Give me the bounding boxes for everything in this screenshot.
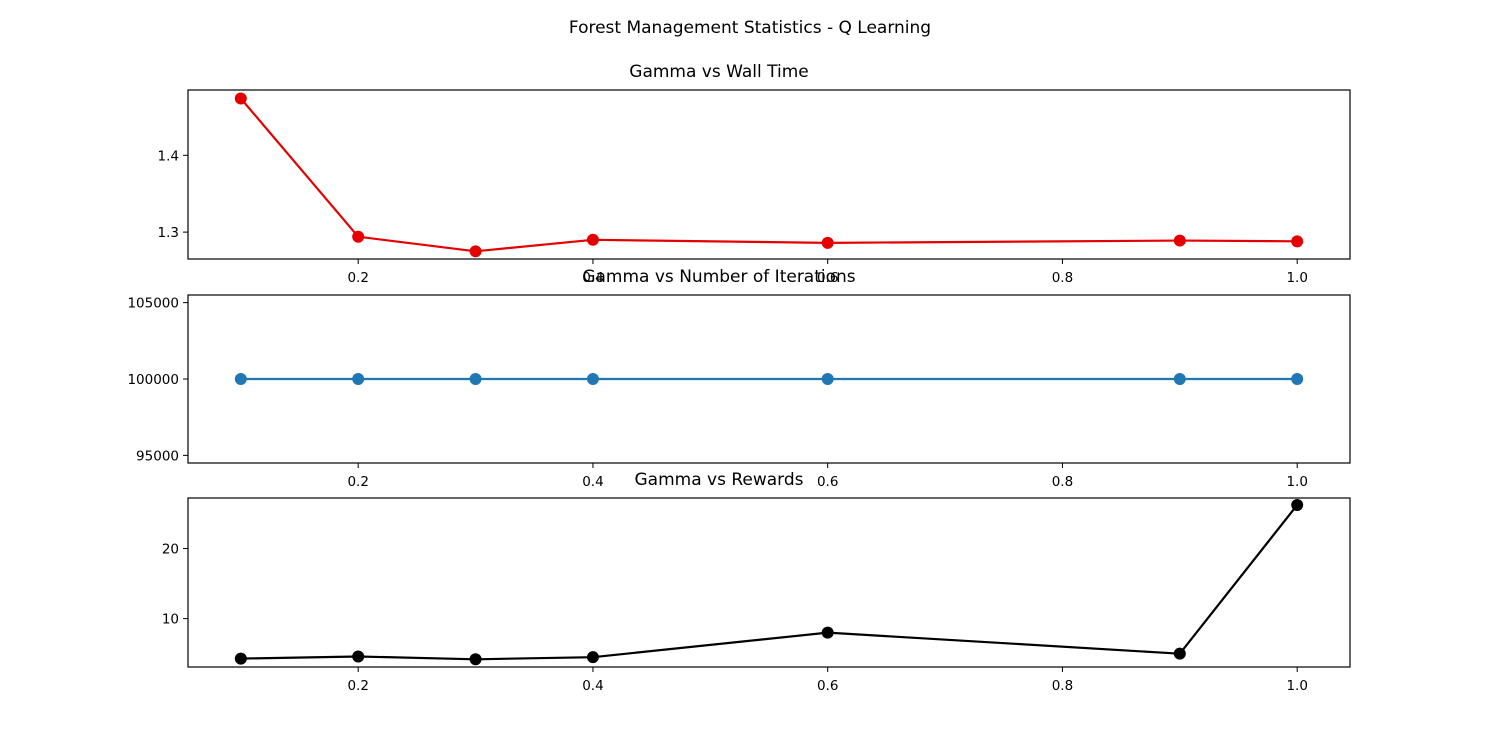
subplot-1-data-point: [352, 230, 365, 243]
subplot-2-xtick-label: 0.2: [347, 474, 368, 490]
subplot-1-xtick-label: 0.6: [817, 270, 838, 286]
figure-suptitle: Forest Management Statistics - Q Learnin…: [569, 18, 931, 38]
subplot-1-data-point: [586, 233, 599, 246]
subplot-2-ytick-label: 100000: [127, 372, 179, 388]
subplot-3-xtick-label: 0.4: [582, 678, 603, 694]
subplot-3-data-point: [821, 626, 834, 639]
subplot-2-data-point: [469, 373, 482, 385]
subplot-3-ytick-label: 10: [162, 612, 179, 628]
subplot-2-xtick-label: 0.8: [1052, 474, 1073, 490]
subplot-1-xtick-label: 0.2: [347, 270, 368, 286]
subplot-2-data-point: [352, 373, 365, 385]
subplot-1-xtick-label: 0.8: [1052, 270, 1073, 286]
subplot-2-data-point: [234, 373, 247, 385]
subplot-1-data-point: [1173, 234, 1186, 247]
subplot-3-xtick-label: 1.0: [1286, 678, 1307, 694]
subplot-1-frame: [187, 89, 1351, 260]
subplot-3-ytick-label: 20: [162, 541, 179, 557]
subplot-1-title: Gamma vs Wall Time: [629, 62, 808, 82]
subplot-3-data-point: [1291, 499, 1304, 512]
subplot-2-xtick-label: 1.0: [1286, 474, 1307, 490]
subplot-3-frame: [187, 497, 1351, 668]
subplot-1-xtick-label: 0.4: [582, 270, 603, 286]
subplot-1-ytick-label: 1.3: [158, 225, 179, 241]
subplot-3-data-point: [586, 651, 599, 664]
subplot-1-data-point: [1291, 235, 1304, 248]
subplot-2: 0.2 0.4 0.6 0.8 1.0 95000 100000 105000 Gamma vs…: [127, 267, 1351, 490]
subplot-1-ytick-label: 1.4: [158, 148, 179, 164]
subplot-2-data-point: [1291, 373, 1304, 385]
subplot-2-data-point: [821, 373, 834, 385]
subplot-3-data-point: [1173, 647, 1186, 660]
subplot-2-xtick-label: 0.6: [817, 474, 838, 490]
subplot-1-data-point: [469, 245, 482, 258]
subplot-1-xtick-label: 1.0: [1286, 270, 1307, 286]
subplot-3-data-point: [352, 650, 365, 663]
subplot-3-xtick-label: 0.6: [817, 678, 838, 694]
subplot-3-xtick-label: 0.2: [347, 678, 368, 694]
subplot-2-ytick-label: 105000: [127, 296, 179, 312]
subplot-3-title: Gamma vs Rewards: [634, 470, 803, 490]
subplot-2-xtick-label: 0.4: [582, 474, 603, 490]
subplot-2-data-point: [1173, 373, 1186, 385]
subplot-1-data-point: [821, 236, 834, 249]
subplot-3: 0.2 0.4 0.6 0.8 1.0 10 20 Gamma vs Rewards: [162, 470, 1351, 694]
subplot-3-xtick-label: 0.8: [1052, 678, 1073, 694]
subplot-2-title: Gamma vs Number of Iterations: [582, 267, 855, 287]
subplot-1: 0.2 0.4 0.6 0.8 1.0 1.3 1.4 Gamma vs Wall Time: [158, 62, 1351, 286]
subplot-3-data-point: [234, 652, 247, 665]
subplot-3-data-point: [469, 653, 482, 666]
subplot-2-ytick-label: 95000: [136, 448, 179, 464]
subplot-1-data-point: [234, 92, 247, 105]
subplot-2-data-point: [586, 373, 599, 385]
